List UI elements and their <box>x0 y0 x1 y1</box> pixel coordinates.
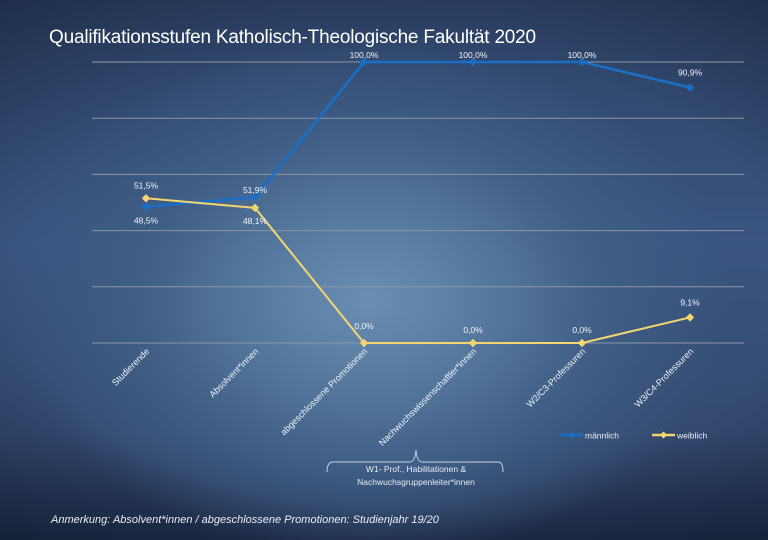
legend-label-maennlich: männlich <box>585 431 619 441</box>
data-point-diamond[interactable] <box>577 338 587 348</box>
data-point-diamond[interactable] <box>250 203 260 213</box>
data-point-diamond[interactable] <box>141 194 151 203</box>
x-axis-label: W2/C3-Professuren <box>524 346 587 409</box>
series-line <box>145 197 691 344</box>
data-point-diamond[interactable] <box>250 192 260 202</box>
data-label: 100,0% <box>350 50 379 60</box>
data-point-diamond[interactable] <box>359 338 369 348</box>
data-label: 0,0% <box>354 321 374 331</box>
data-label: 90,9% <box>678 68 703 78</box>
data-label: 100,0% <box>568 50 597 60</box>
chart-title: Qualifikationsstufen Katholisch-Theologi… <box>49 27 536 48</box>
x-axis-label: Absolvent*innen <box>207 346 260 399</box>
data-point-diamond[interactable] <box>359 57 369 67</box>
data-label: 0,0% <box>463 325 483 335</box>
data-label: 0,0% <box>572 325 592 335</box>
legend-item-maennlich[interactable]: männlich <box>560 431 619 441</box>
data-point-diamond[interactable] <box>141 202 151 211</box>
legend-label-weiblich: weiblich <box>676 431 708 441</box>
diamond-marker-icon <box>660 431 667 439</box>
diamond-marker-icon <box>568 431 575 439</box>
series-weiblich <box>141 194 695 348</box>
data-point-diamond[interactable] <box>468 338 478 348</box>
series-line <box>145 60 691 209</box>
data-label: 51,9% <box>243 185 268 195</box>
x-axis-label: abgeschlossene Promotionen <box>278 346 369 437</box>
data-point-diamond[interactable] <box>468 57 478 67</box>
footnote: Anmerkung: Absolvent*innen / abgeschloss… <box>51 514 439 526</box>
legend-item-weiblich[interactable]: weiblich <box>652 431 708 441</box>
data-label: 48,5% <box>134 216 159 226</box>
data-point-diamond[interactable] <box>685 313 695 322</box>
bracket-label-line2: Nachwuchsgruppenleiter*innen <box>357 477 475 487</box>
data-label: 100,0% <box>459 50 488 60</box>
data-label: 48,1% <box>243 216 268 226</box>
x-axis-label: Studierende <box>110 346 151 387</box>
bracket-label-line1: W1- Prof., Habilitationen & <box>365 464 467 474</box>
data-label: 51,5% <box>134 180 159 190</box>
data-series <box>141 57 695 348</box>
series-maennlich <box>141 57 695 211</box>
x-axis-label: W3/C4-Professuren <box>632 346 695 409</box>
data-label: 9,1% <box>680 297 700 307</box>
data-labels: 48,5% 51,9% 100,0% 100,0% 100,0% 90,9% 51,5% 48… <box>134 50 703 335</box>
data-point-diamond[interactable] <box>577 57 587 67</box>
x-axis-label: Nachwuchswissenschaftler*innen <box>377 346 479 448</box>
legend: männlich weiblich <box>560 431 708 441</box>
bracket-annotation <box>326 449 504 473</box>
data-point-diamond[interactable] <box>685 83 695 92</box>
bracket-label: W1- Prof., Habilitationen & Nachwuchsgru… <box>326 463 506 489</box>
